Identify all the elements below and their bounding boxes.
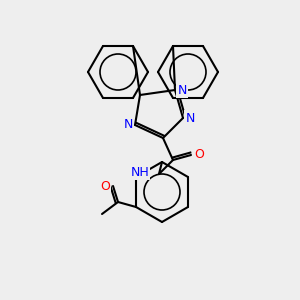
Text: NH: NH	[130, 166, 149, 178]
Text: N: N	[123, 118, 133, 131]
Text: O: O	[100, 179, 110, 193]
Text: N: N	[177, 83, 187, 97]
Text: N: N	[185, 112, 195, 124]
Text: O: O	[194, 148, 204, 161]
